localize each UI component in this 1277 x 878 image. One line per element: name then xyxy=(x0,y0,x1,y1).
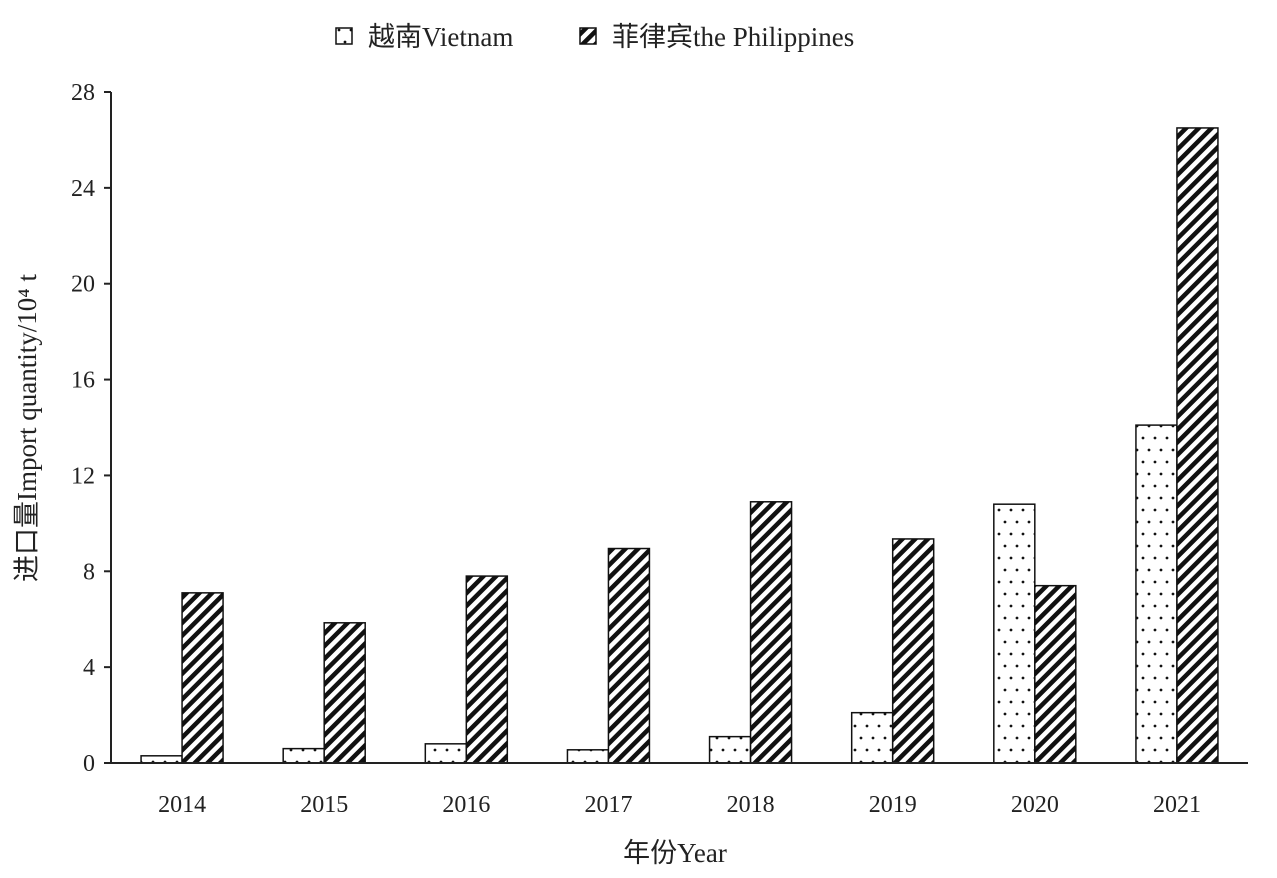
y-tick-label: 20 xyxy=(71,272,95,298)
y-axis-title: 进口量Import quantity/10⁴ t xyxy=(12,274,42,582)
x-tick-label: 2017 xyxy=(584,792,632,818)
bar-vietnam-2019 xyxy=(850,711,894,764)
x-axis-title: 年份Year xyxy=(623,838,727,868)
bar-philippines-2020 xyxy=(1034,584,1077,764)
x-tick-label: 2019 xyxy=(869,792,917,818)
bar-philippines-2019 xyxy=(891,538,935,764)
y-tick-label: 4 xyxy=(83,655,95,681)
y-tick-label: 12 xyxy=(71,463,95,489)
y-tick-label: 0 xyxy=(83,751,95,777)
y-tick-label: 16 xyxy=(71,368,95,394)
legend-label-philippines: 菲律宾the Philippines xyxy=(612,22,854,52)
x-axis-ticks: 2014 2015 2016 2017 2018 2019 2020 2021 xyxy=(158,792,1201,818)
bar-philippines-2015 xyxy=(323,622,366,764)
y-tick-label: 24 xyxy=(71,176,95,202)
bar-philippines-2018 xyxy=(749,501,793,764)
bar-vietnam-2020 xyxy=(993,503,1036,764)
bar-vietnam-2015 xyxy=(282,747,325,764)
x-tick-label: 2014 xyxy=(158,792,206,818)
bar-vietnam-2021 xyxy=(1135,424,1178,764)
y-tick-label: 28 xyxy=(71,80,95,106)
legend: 越南Vietnam 菲律宾the Philippines xyxy=(335,22,854,52)
x-tick-label: 2015 xyxy=(300,792,348,818)
bar-philippines-2021 xyxy=(1176,127,1219,764)
x-tick-label: 2020 xyxy=(1011,792,1059,818)
bar-philippines-2016 xyxy=(465,575,509,764)
x-tick-label: 2021 xyxy=(1153,792,1201,818)
bar-vietnam-2017 xyxy=(566,749,610,764)
bar-philippines-2014 xyxy=(181,592,224,764)
y-tick-label: 8 xyxy=(83,559,95,585)
legend-swatch-philippines xyxy=(579,27,597,45)
x-tick-label: 2016 xyxy=(442,792,490,818)
bar-vietnam-2016 xyxy=(424,743,468,764)
y-axis-ticks: 0 4 8 12 16 20 24 28 xyxy=(71,80,111,777)
bar-vietnam-2018 xyxy=(708,735,752,764)
legend-label-vietnam: 越南Vietnam xyxy=(368,22,513,52)
bar-philippines-2017 xyxy=(607,547,651,764)
bars xyxy=(140,127,1219,764)
bar-vietnam-2014 xyxy=(140,755,183,764)
legend-swatch-vietnam xyxy=(335,27,353,45)
x-tick-label: 2018 xyxy=(727,792,775,818)
